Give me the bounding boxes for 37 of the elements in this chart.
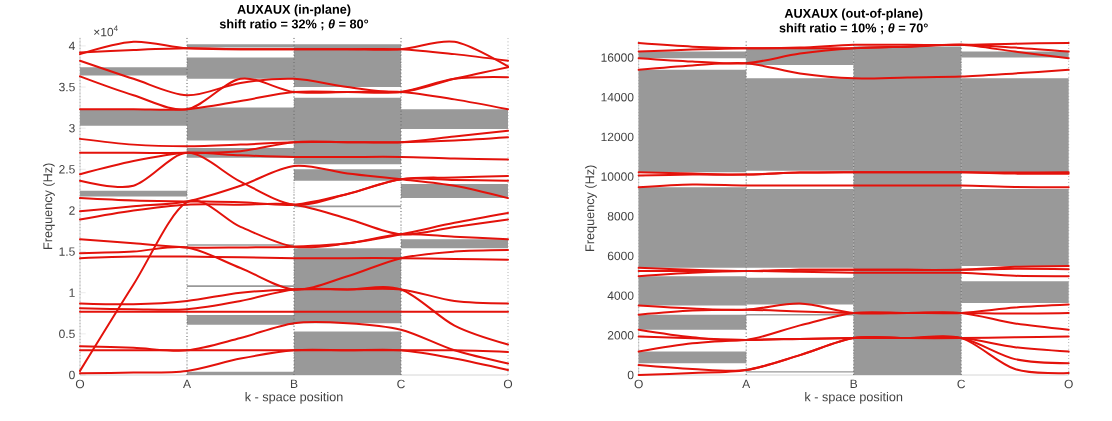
y-tick-label: 2.5	[59, 165, 75, 174]
x-tick-label: C	[397, 379, 405, 389]
x-tick-label: O	[634, 379, 643, 389]
text: ×10$^{4}$	[94, 25, 118, 37]
x-tick-label: A	[742, 379, 751, 388]
x-tick-label: O	[1064, 379, 1073, 389]
y-tick-label: 2000	[607, 331, 634, 340]
y-tick-label: 8000	[607, 212, 634, 221]
y-tick-label: 16000	[601, 53, 634, 62]
x-axis-title: k - space position	[805, 392, 903, 404]
y-tick-label: 0.5	[59, 329, 75, 339]
y-tick-label: 12000	[601, 132, 634, 142]
x-tick-label: O	[503, 379, 513, 389]
y-tick-label: 3.5	[59, 82, 75, 92]
x-tick-label: O	[75, 379, 85, 389]
y-tick-label: 3	[69, 123, 75, 133]
chart-subtitle: shift ratio = 10% ; θ = 70°	[779, 23, 928, 35]
x-axis-title: k - space position	[245, 392, 343, 404]
y-tick-label: 10000	[601, 172, 634, 181]
x-tick-label: C	[957, 379, 966, 389]
y-tick-label: 4	[68, 41, 75, 51]
y-tick-label: 0	[627, 370, 634, 380]
y-tick-label: 1.5	[59, 247, 75, 256]
y-tick-label: 1	[69, 288, 75, 297]
chart-title: AUXAUX (in-plane)	[237, 4, 351, 17]
x-tick-label: A	[183, 379, 191, 388]
x-tick-label: B	[850, 379, 858, 388]
y-tick-label: 14000	[601, 92, 634, 102]
y-tick-label: 6000	[607, 251, 634, 261]
y-axis-title: Frequency (Hz)	[584, 165, 597, 251]
y-tick-label: 0	[69, 370, 75, 380]
y-tick-label: 4000	[607, 291, 634, 300]
y-tick-label: 2	[69, 206, 75, 215]
y-axis-title: Frequency (Hz)	[42, 163, 55, 249]
chart-title: AUXAUX (out-of-plane)	[784, 8, 923, 21]
chart-subtitle: shift ratio = 32% ; θ = 80°	[219, 19, 369, 31]
x-tick-label: B	[290, 379, 298, 388]
